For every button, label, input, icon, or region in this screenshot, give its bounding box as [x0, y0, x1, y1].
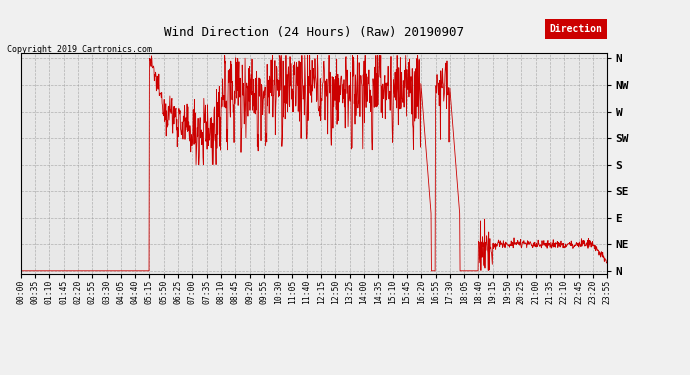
- Text: Wind Direction (24 Hours) (Raw) 20190907: Wind Direction (24 Hours) (Raw) 20190907: [164, 26, 464, 39]
- Text: Copyright 2019 Cartronics.com: Copyright 2019 Cartronics.com: [7, 45, 152, 54]
- Text: Direction: Direction: [550, 24, 602, 34]
